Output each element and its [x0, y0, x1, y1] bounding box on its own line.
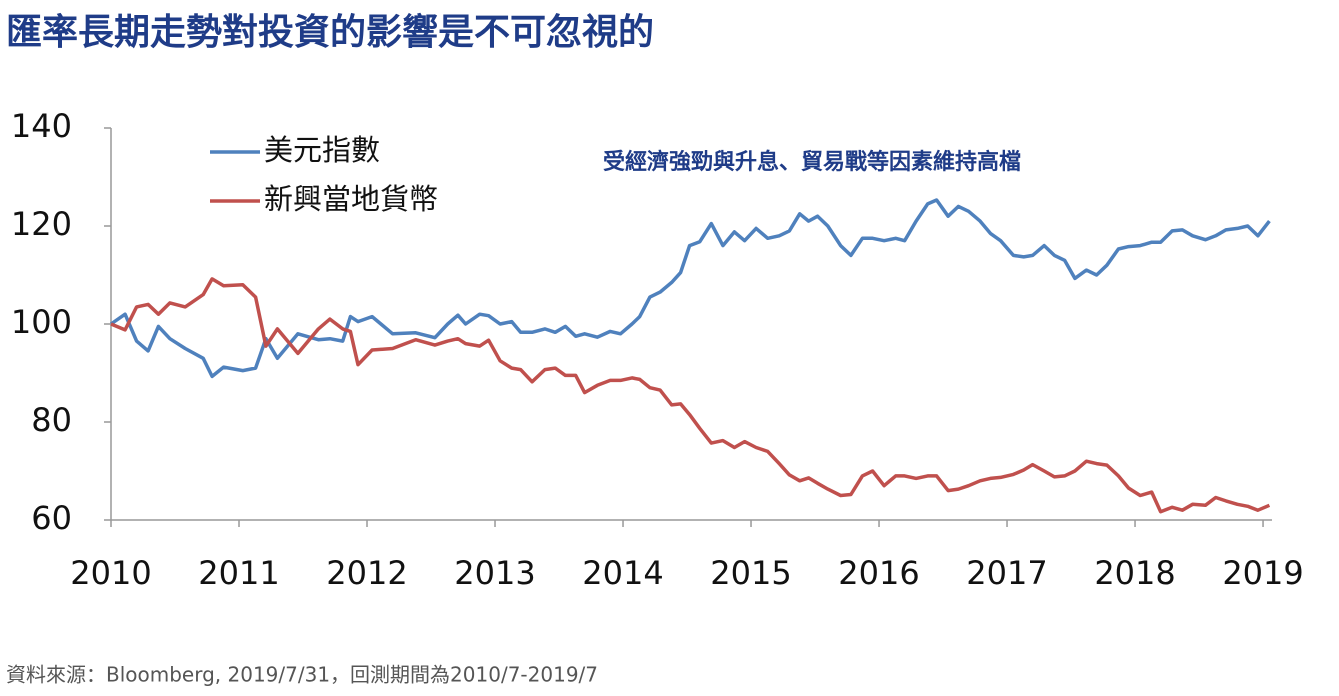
- x-tick-label: 2019: [1222, 554, 1303, 592]
- x-tick-label: 2014: [582, 554, 663, 592]
- y-tick-label: 60: [31, 499, 72, 537]
- chart-title: 匯率長期走勢對投資的影響是不可忽視的: [6, 11, 654, 53]
- series-line: [110, 277, 1271, 514]
- x-tick-label: 2015: [710, 554, 791, 592]
- legend-label: 美元指數: [264, 133, 380, 167]
- y-tick-label: 80: [31, 401, 72, 439]
- y-tick-label: 140: [11, 107, 72, 145]
- series-line: [110, 198, 1271, 379]
- x-tick-label: 2010: [70, 554, 151, 592]
- x-tick-label: 2013: [454, 554, 535, 592]
- annotation: 受經濟強勁與升息、貿易戰等因素維持高檔: [603, 149, 1021, 175]
- x-tick-label: 2018: [1094, 554, 1175, 592]
- y-tick-label: 100: [11, 303, 72, 341]
- x-tick-label: 2011: [198, 554, 279, 592]
- source-note: 資料來源：Bloomberg, 2019/7/31，回測期間為2010/7-20…: [6, 663, 598, 687]
- x-tick-label: 2012: [326, 554, 407, 592]
- x-tick-label: 2017: [966, 554, 1047, 592]
- x-tick-label: 2016: [838, 554, 919, 592]
- y-tick-label: 120: [11, 205, 72, 243]
- legend-label: 新興當地貨幣: [264, 182, 438, 216]
